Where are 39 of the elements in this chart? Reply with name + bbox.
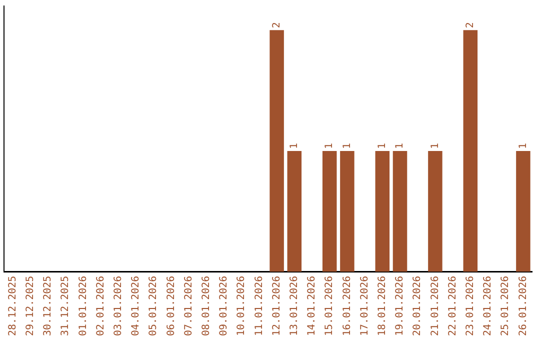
x-tick-label: 10.01.2026 bbox=[236, 276, 248, 336]
x-tick-label: 18.01.2026 bbox=[376, 276, 388, 336]
x-tick-label: 14.01.2026 bbox=[306, 276, 318, 336]
x-tick-label: 07.01.2026 bbox=[183, 276, 194, 336]
data-label: 2 bbox=[271, 22, 282, 28]
data-label: 1 bbox=[430, 142, 441, 149]
data-label: 1 bbox=[518, 142, 529, 149]
data-label: 1 bbox=[394, 142, 406, 149]
x-tick-label: 03.01.2026 bbox=[112, 276, 124, 336]
x-tick-label: 30.12.2025 bbox=[42, 276, 54, 336]
x-tick-label: 16.01.2026 bbox=[342, 276, 353, 336]
x-tick-label: 06.01.2026 bbox=[166, 276, 177, 336]
x-tick-label: 13.01.2026 bbox=[288, 276, 300, 336]
x-tick-label: 29.12.2025 bbox=[24, 276, 36, 336]
x-tick-label: 31.12.2025 bbox=[60, 276, 72, 336]
x-tick-label: 15.01.2026 bbox=[324, 276, 336, 336]
x-tick-label: 12.01.2026 bbox=[271, 276, 282, 336]
x-tick-label: 19.01.2026 bbox=[394, 276, 406, 336]
x-tick-label: 01.01.2026 bbox=[78, 276, 89, 336]
x-tick-label: 23.01.2026 bbox=[464, 276, 476, 336]
x-tick-label: 09.01.2026 bbox=[218, 276, 230, 336]
x-tick-label: 22.01.2026 bbox=[447, 276, 458, 336]
x-tick-label: 08.01.2026 bbox=[200, 276, 212, 336]
x-tick-label: 24.01.2026 bbox=[482, 276, 494, 336]
x-tick-label: 21.01.2026 bbox=[430, 276, 441, 336]
x-tick-label: 05.01.2026 bbox=[148, 276, 160, 336]
x-tick-label: 28.12.2025 bbox=[7, 276, 18, 336]
x-tick-label: 25.01.2026 bbox=[500, 276, 512, 336]
x-tick-label: 20.01.2026 bbox=[412, 276, 424, 336]
x-tick-label: 17.01.2026 bbox=[359, 276, 370, 336]
data-label: 2 bbox=[464, 22, 476, 28]
data-label: 1 bbox=[288, 142, 300, 149]
data-label: 1 bbox=[342, 142, 353, 149]
data-label: 1 bbox=[324, 142, 336, 149]
x-tick-label: 02.01.2026 bbox=[95, 276, 106, 336]
x-tick-label: 11.01.2026 bbox=[254, 276, 265, 336]
x-tick-label: 04.01.2026 bbox=[130, 276, 142, 336]
data-label: 1 bbox=[376, 142, 388, 149]
x-tick-label: 26.01.2026 bbox=[518, 276, 529, 336]
